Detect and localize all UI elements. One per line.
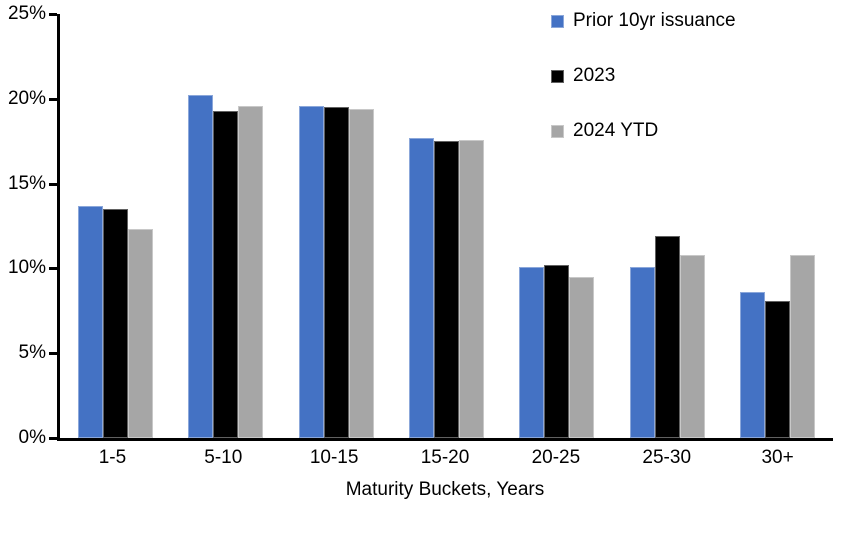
x-axis-title: Maturity Buckets, Years [345, 479, 545, 500]
y-tick-label: 15% [7, 172, 46, 194]
bar-group-1-5 [60, 14, 170, 438]
legend-swatch-icon [551, 124, 564, 138]
bar-2024-ytd-5-10 [238, 105, 264, 438]
x-axis-labels: 1-5 5-10 10-15 15-20 20-25 25-30 30+ [57, 447, 833, 469]
x-tick-label: 10-15 [309, 447, 359, 468]
legend-item-2023: 2023 [551, 65, 736, 87]
bar-group-15-20 [391, 14, 501, 438]
bar-2024-ytd-1-5 [127, 229, 153, 438]
bar-prior-10yr-issuance-5-10 [188, 95, 214, 438]
bar-2024-ytd-10-15 [348, 109, 374, 438]
y-tick-mark [49, 352, 57, 356]
bar-group-5-10 [170, 14, 280, 438]
legend-label: 2024 YTD [573, 120, 659, 141]
y-tick-mark [49, 267, 57, 271]
legend-swatch-icon [551, 14, 564, 28]
legend-item-prior-10yr-issuance: Prior 10yr issuance [551, 10, 736, 32]
y-tick-mark [49, 182, 57, 186]
bar-2024-ytd-30+ [790, 254, 816, 438]
x-tick-label: 15-20 [420, 447, 470, 468]
bar-prior-10yr-issuance-25-30 [629, 266, 655, 438]
y-tick-label: 20% [7, 87, 46, 109]
bar-2023-10-15 [323, 107, 349, 438]
legend: Prior 10yr issuance 2023 2024 YTD [551, 10, 736, 175]
bar-2024-ytd-15-20 [458, 139, 484, 438]
x-tick-label: 1-5 [98, 447, 127, 468]
bar-prior-10yr-issuance-10-15 [298, 105, 324, 438]
bar-2023-15-20 [433, 141, 459, 438]
y-tick-label: 5% [18, 342, 46, 364]
x-tick-label: 30+ [761, 447, 794, 468]
y-tick-label: 0% [18, 427, 46, 448]
bar-2023-25-30 [654, 236, 680, 438]
bar-2023-30+ [765, 300, 791, 438]
bar-prior-10yr-issuance-15-20 [408, 137, 434, 438]
bar-group-10-15 [281, 14, 391, 438]
y-tick-mark [49, 13, 57, 16]
x-tick-label: 5-10 [204, 447, 243, 468]
plot-area [57, 14, 833, 441]
bar-2023-20-25 [544, 265, 570, 438]
bars-row [60, 14, 833, 438]
y-tick-label: 25% [7, 3, 46, 24]
bar-prior-10yr-issuance-20-25 [519, 266, 545, 438]
x-tick-label: 20-25 [531, 447, 581, 468]
legend-label: Prior 10yr issuance [573, 10, 736, 31]
bar-2023-5-10 [213, 110, 239, 438]
y-tick-mark [49, 97, 57, 101]
bar-group-30+ [723, 14, 833, 438]
bar-group-20-25 [502, 14, 612, 438]
legend-swatch-icon [551, 69, 564, 83]
y-tick-label: 10% [7, 257, 46, 279]
x-tick-label: 25-30 [642, 447, 692, 468]
bar-group-25-30 [612, 14, 722, 438]
bar-2024-ytd-20-25 [569, 276, 595, 438]
legend-item-2024-ytd: 2024 YTD [551, 120, 736, 142]
bar-prior-10yr-issuance-30+ [740, 292, 766, 438]
bar-2024-ytd-25-30 [679, 254, 705, 438]
bar-prior-10yr-issuance-1-5 [77, 205, 103, 438]
legend-label: 2023 [573, 65, 616, 86]
bar-2023-1-5 [102, 209, 128, 438]
y-tick-mark [49, 437, 57, 440]
